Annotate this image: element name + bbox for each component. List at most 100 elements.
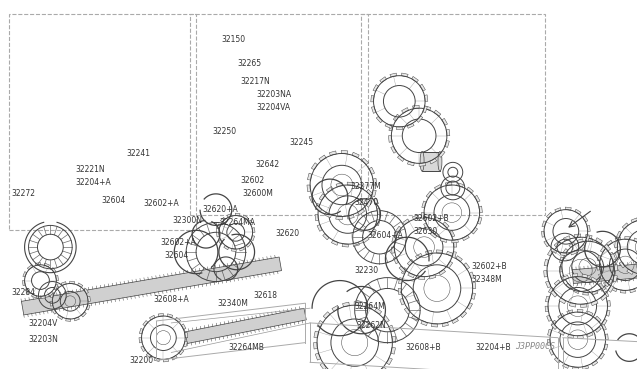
Polygon shape [380,367,386,372]
Polygon shape [158,314,163,317]
Text: 32264MB: 32264MB [228,343,264,352]
Polygon shape [592,291,598,295]
Polygon shape [246,243,251,247]
Polygon shape [587,238,593,241]
Text: 32200: 32200 [130,356,154,365]
Text: 32642: 32642 [255,160,280,169]
Polygon shape [154,358,159,362]
Polygon shape [569,242,575,247]
Polygon shape [319,194,325,200]
Polygon shape [555,208,561,212]
Text: 32604: 32604 [101,196,125,205]
Polygon shape [610,252,614,258]
Polygon shape [457,183,463,187]
Polygon shape [317,225,323,231]
Polygon shape [391,146,396,153]
Polygon shape [442,322,449,327]
Polygon shape [398,288,402,295]
Polygon shape [575,209,581,214]
Polygon shape [332,240,338,245]
Polygon shape [434,217,440,221]
Polygon shape [582,365,589,369]
Polygon shape [232,248,236,251]
Polygon shape [580,304,587,308]
Polygon shape [591,300,598,306]
Text: 32608+B: 32608+B [406,343,441,352]
Polygon shape [396,127,403,129]
Polygon shape [236,213,240,216]
Polygon shape [619,262,625,268]
Polygon shape [578,335,584,339]
Polygon shape [545,296,550,302]
Polygon shape [363,237,369,243]
Polygon shape [389,124,394,131]
Polygon shape [314,331,319,338]
Polygon shape [429,158,436,164]
Polygon shape [429,275,436,279]
Polygon shape [309,196,315,203]
Polygon shape [596,238,602,244]
Polygon shape [149,315,155,320]
Polygon shape [561,253,566,256]
Polygon shape [227,214,232,217]
Polygon shape [463,235,469,241]
Polygon shape [316,203,320,210]
Polygon shape [544,259,548,266]
Polygon shape [598,273,604,279]
Polygon shape [622,223,628,229]
Polygon shape [435,185,441,190]
Polygon shape [181,324,186,330]
Polygon shape [311,163,317,170]
Polygon shape [358,209,365,215]
Polygon shape [477,218,482,224]
Polygon shape [143,321,148,326]
Polygon shape [439,151,445,157]
Polygon shape [557,313,564,319]
Polygon shape [51,292,54,298]
Text: 32620+A: 32620+A [203,205,238,214]
Polygon shape [400,298,404,305]
Polygon shape [587,332,593,337]
Text: 32600M: 32600M [243,189,273,198]
Polygon shape [316,353,321,360]
Polygon shape [388,325,394,332]
Polygon shape [607,301,611,306]
Polygon shape [595,316,601,322]
Polygon shape [417,116,423,122]
Polygon shape [545,306,548,312]
Polygon shape [434,110,441,116]
Polygon shape [471,293,476,299]
Polygon shape [443,222,449,228]
Polygon shape [371,107,376,113]
Polygon shape [604,291,609,297]
Bar [9,14,196,230]
Text: 32245: 32245 [289,138,314,147]
Polygon shape [599,353,604,359]
Polygon shape [88,296,90,301]
Polygon shape [630,289,636,293]
Polygon shape [408,161,414,166]
Polygon shape [401,73,408,77]
Polygon shape [547,249,554,256]
Text: 32340M: 32340M [217,299,248,308]
Text: 32470: 32470 [355,198,379,207]
Polygon shape [373,179,377,185]
Polygon shape [479,206,483,212]
Polygon shape [84,288,88,294]
Bar [190,14,367,215]
Polygon shape [216,232,220,237]
Polygon shape [342,302,349,307]
Polygon shape [323,234,329,240]
Polygon shape [565,207,572,210]
Polygon shape [141,346,145,352]
Polygon shape [467,187,474,193]
Polygon shape [472,282,476,288]
Text: 32150: 32150 [221,35,246,44]
Polygon shape [324,212,332,218]
Polygon shape [636,263,639,268]
Polygon shape [393,114,399,121]
Polygon shape [373,84,378,92]
Text: 32602: 32602 [241,176,265,185]
Polygon shape [415,253,422,259]
Polygon shape [548,329,552,335]
